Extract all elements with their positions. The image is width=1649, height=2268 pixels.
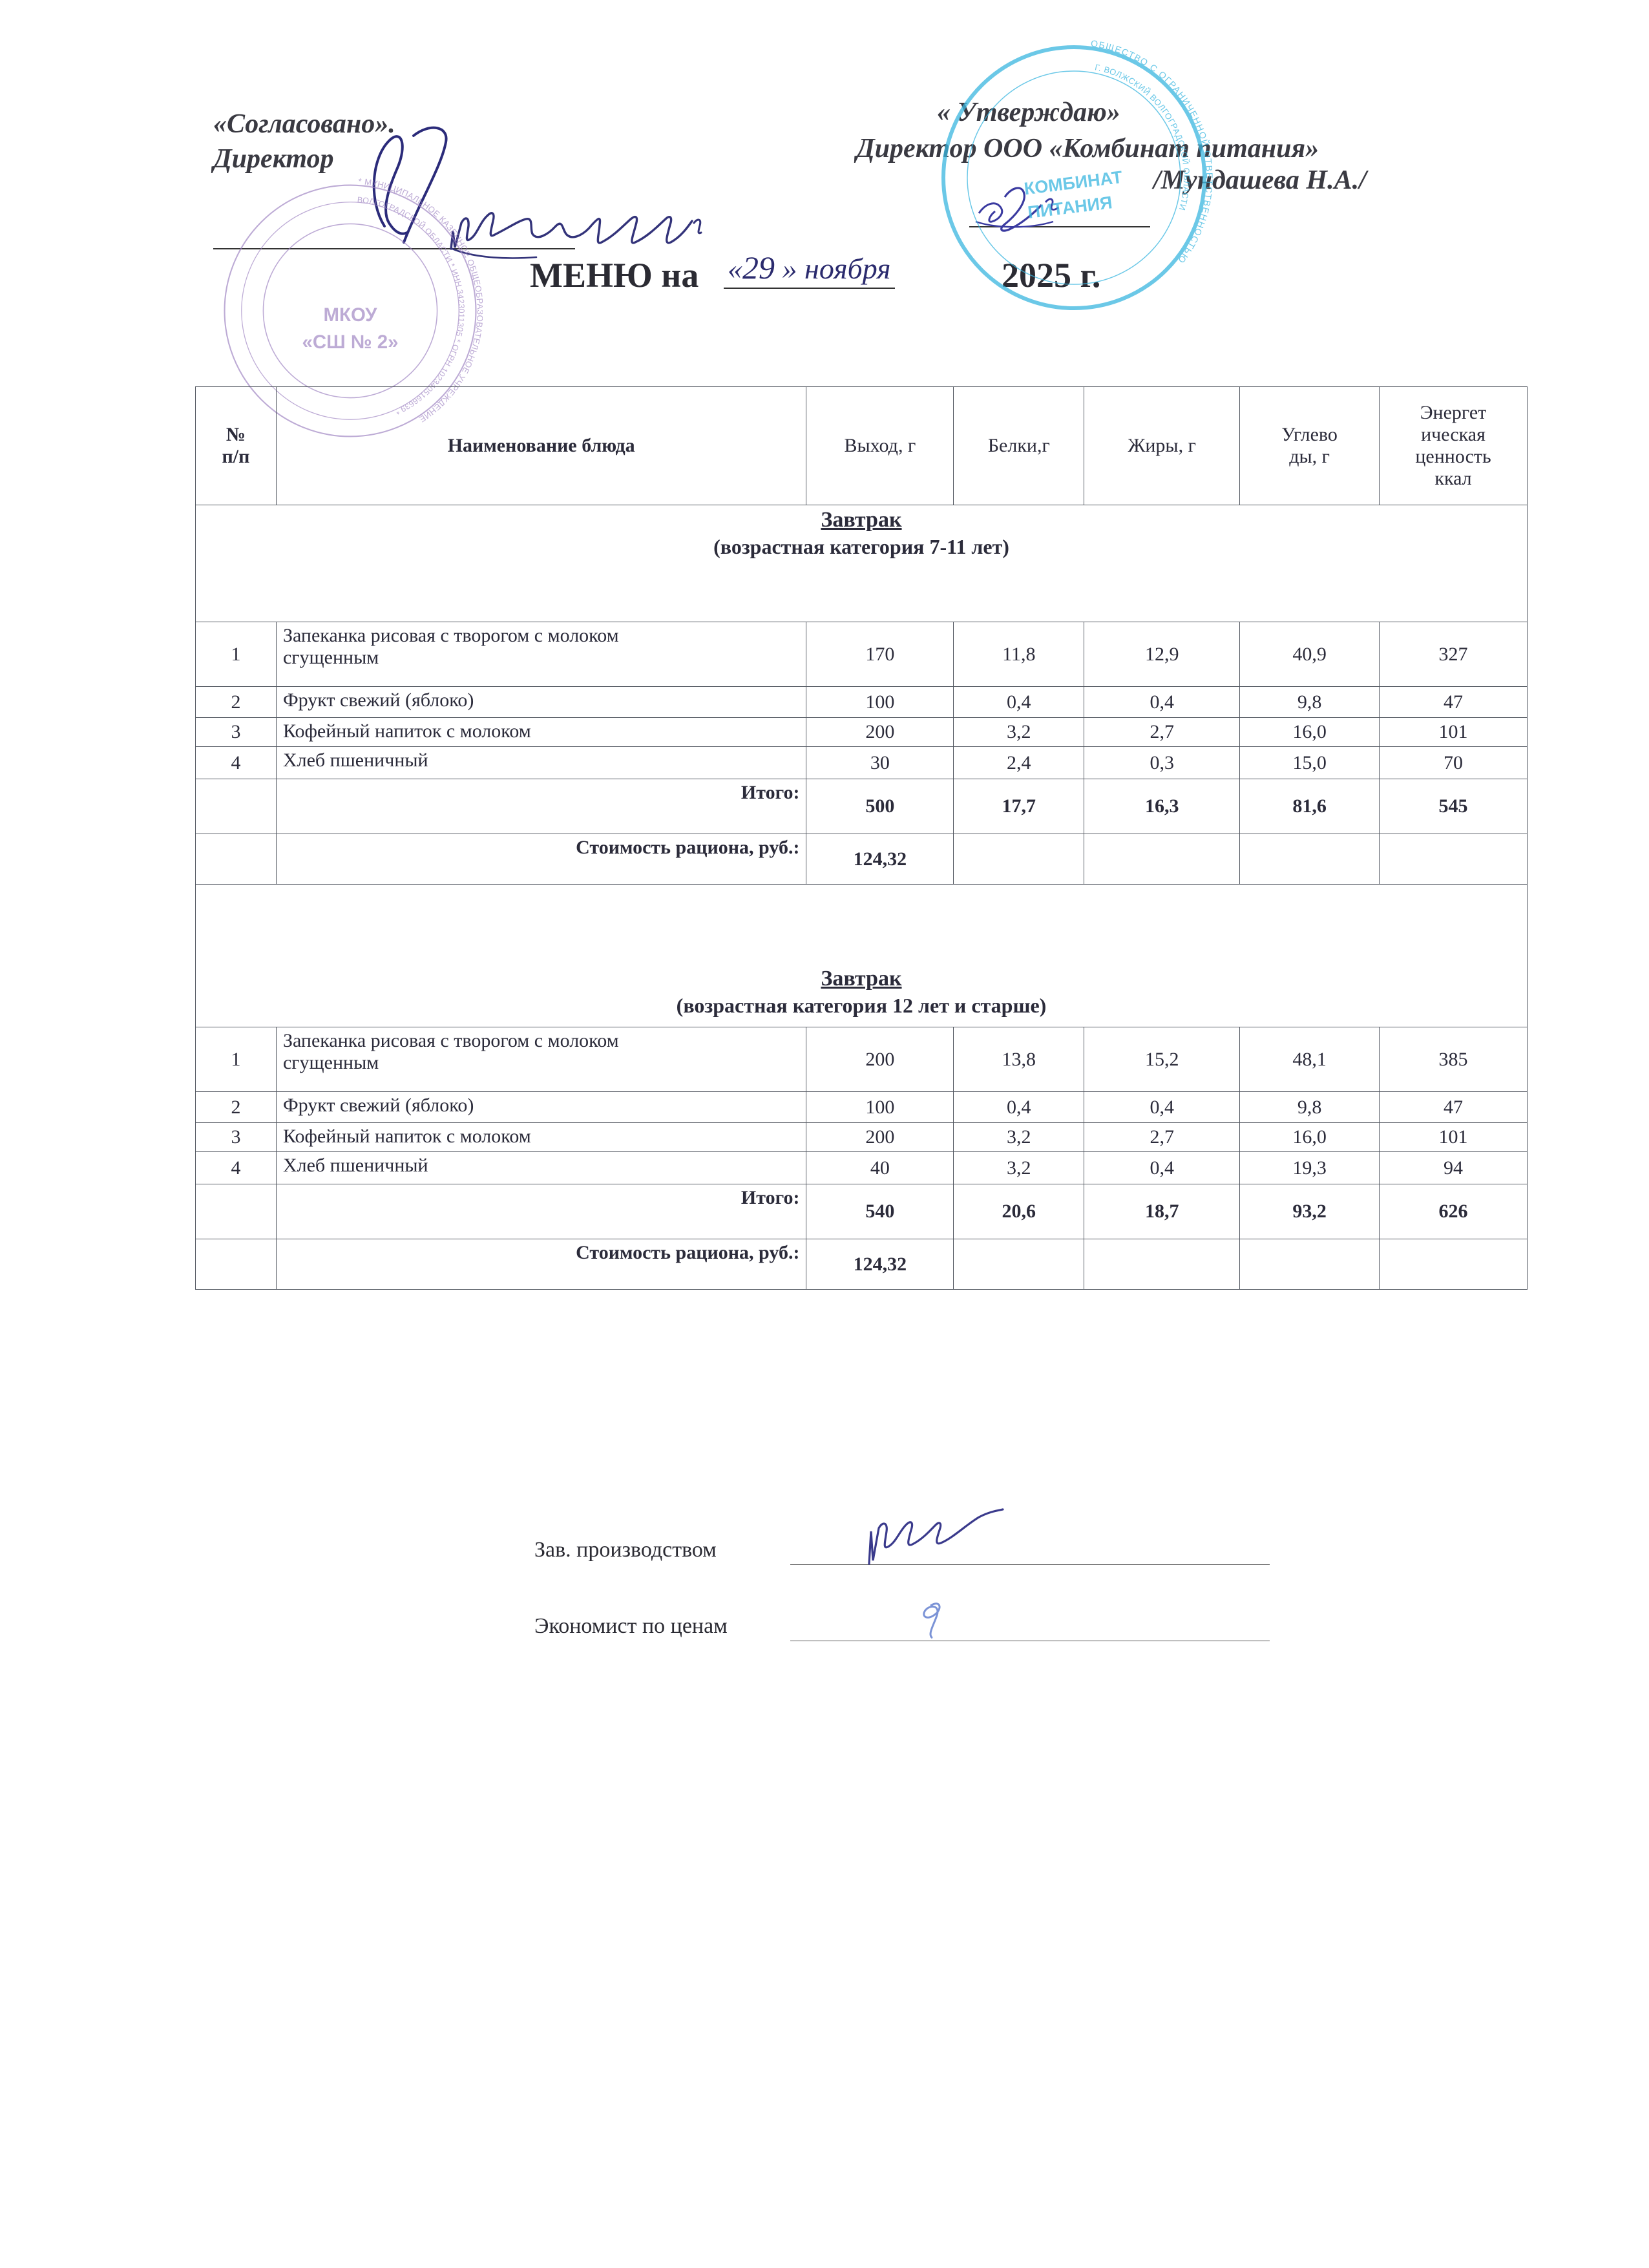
- svg-text:МКОУ: МКОУ: [324, 304, 378, 326]
- svg-text:ПИТАНИЯ: ПИТАНИЯ: [1027, 193, 1113, 222]
- svg-text:«СШ № 2»: «СШ № 2»: [302, 331, 398, 353]
